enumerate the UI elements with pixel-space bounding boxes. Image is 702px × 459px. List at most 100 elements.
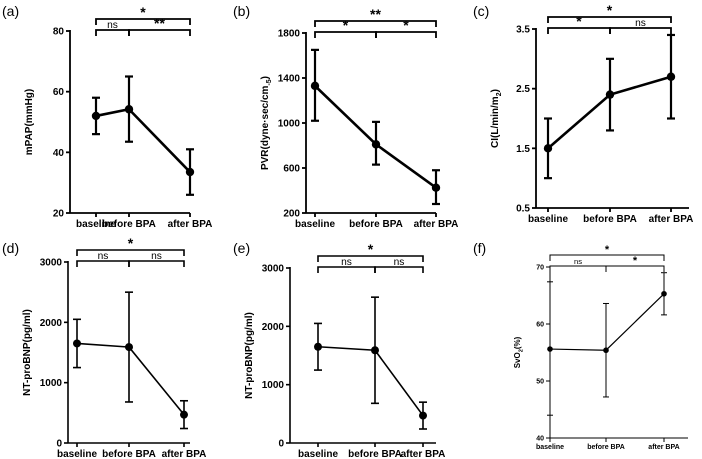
panel-label: (e) <box>233 240 250 256</box>
data-point <box>661 290 667 297</box>
x-category-label: before BPA <box>583 214 637 225</box>
significance-label: * <box>607 2 613 18</box>
panel-label: (c) <box>473 3 489 19</box>
y-tick-label: 200 <box>283 209 300 220</box>
y-tick-label: 0.5 <box>516 204 530 215</box>
x-category-label: baseline <box>57 449 97 459</box>
y-axis-label: mPAP(mmHg) <box>24 89 35 155</box>
y-axis-label-subscript: 2 <box>496 92 503 96</box>
x-category-label: baseline <box>295 219 335 230</box>
significance-bracket <box>317 255 424 262</box>
y-tick-label: 1000 <box>262 380 285 391</box>
y-axis-label-subscript: 2 <box>518 349 524 352</box>
data-point <box>185 167 195 177</box>
y-tick-label: 40 <box>536 435 544 442</box>
data-point <box>310 81 320 91</box>
y-axis-label: PVR(dyne·sec/cm-5) <box>260 76 273 170</box>
data-point <box>603 347 609 354</box>
y-axis-label: NT-proBNP(pg/ml) <box>244 312 255 399</box>
data-point <box>666 72 676 81</box>
panel-label: (a) <box>2 3 19 19</box>
x-category-label: baseline <box>76 219 116 230</box>
significance-bracket <box>314 20 437 27</box>
series-line <box>317 345 424 417</box>
y-tick-label: 600 <box>283 164 300 175</box>
y-axis-label-text: CI(L/min/m <box>490 96 501 148</box>
significance-label: * <box>368 241 374 257</box>
y-tick-label: 20 <box>53 209 65 220</box>
significance-bracket <box>95 18 191 25</box>
y-axis-label: SvO2(%) <box>513 336 524 368</box>
significance-label: * <box>576 13 582 29</box>
y-axis-label-text: SvO <box>513 352 522 368</box>
series-line <box>76 342 185 416</box>
panel-label: (b) <box>233 3 250 19</box>
significance-label: * <box>403 17 409 33</box>
significance-label: ns <box>151 251 162 262</box>
significance-label: ** <box>154 15 165 31</box>
x-category-label: after BPA <box>649 214 694 225</box>
x-category-label: before BPA <box>102 449 156 459</box>
data-point <box>314 342 322 351</box>
chart-panel-2: (b) 200 600 1000 1400 1800 PVR(dyne·sec/cm-5) b… <box>233 3 458 230</box>
y-tick-label: 50 <box>536 378 544 385</box>
significance-label: * <box>605 244 610 256</box>
data-point <box>125 343 133 352</box>
chart-panel-6: (f) 40 50 60 70 SvO2(%) baseline before BPA afte… <box>473 240 688 451</box>
y-axis-label-subscript: -5 <box>266 79 273 85</box>
y-tick-label: 1400 <box>278 74 301 85</box>
y-tick-label: 1000 <box>40 378 63 389</box>
y-tick-label: 70 <box>536 264 544 271</box>
data-point <box>180 410 188 419</box>
significance-bracket <box>76 249 185 256</box>
x-category-label: after BPA <box>401 449 446 459</box>
x-category-label: before BPA <box>349 219 403 230</box>
significance-label: * <box>128 235 134 251</box>
y-tick-label: 3.5 <box>516 25 530 36</box>
significance-label: * <box>140 4 146 20</box>
y-axis-label: CI(L/min/m2) <box>490 89 503 148</box>
chart-panel-3: (c) 0.5 1.5 2.5 3.5 CI(L/min/m2) baseline befor… <box>473 2 693 225</box>
x-category-label: before BPA <box>348 449 402 459</box>
y-tick-label: 3000 <box>40 258 63 269</box>
y-tick-label: 80 <box>53 27 65 38</box>
y-tick-label: 1000 <box>278 119 301 130</box>
x-category-label: baseline <box>528 214 568 225</box>
significance-bracket <box>549 265 607 272</box>
y-tick-label: 2000 <box>40 318 63 329</box>
significance-label: * <box>633 255 638 267</box>
significance-label: ns <box>574 257 582 266</box>
significance-label: ns <box>107 20 118 31</box>
significance-bracket <box>547 16 672 23</box>
significance-label: ns <box>635 18 646 29</box>
y-tick-label: 1.5 <box>516 144 530 155</box>
significance-bracket <box>128 260 185 267</box>
x-category-label: baseline <box>298 449 338 459</box>
data-point <box>605 90 615 99</box>
y-tick-label: 40 <box>53 148 65 159</box>
data-point <box>371 140 381 149</box>
y-tick-label: 60 <box>53 87 65 98</box>
data-point <box>547 346 553 352</box>
x-category-label: after BPA <box>648 444 679 451</box>
y-tick-label: 2000 <box>262 322 285 333</box>
y-tick-label: 0 <box>278 439 284 450</box>
panel-label: (f) <box>473 240 486 256</box>
chart-panel-4: (d) 0 1000 2000 3000 NT-proBNP(pg/ml) baseline… <box>2 235 206 459</box>
y-tick-label: 2.5 <box>516 84 530 95</box>
series-line <box>95 107 191 173</box>
significance-label: ** <box>370 6 381 22</box>
y-axis-label-text: NT-proBNP(pg/ml) <box>22 309 33 396</box>
x-category-label: after BPA <box>162 449 207 459</box>
x-category-label: before BPA <box>102 219 156 230</box>
data-point <box>419 411 427 420</box>
y-tick-label: 1800 <box>278 29 301 40</box>
x-category-label: after BPA <box>168 219 213 230</box>
data-point <box>91 111 101 121</box>
significance-bracket <box>128 29 191 36</box>
chart-panel-5: (e) 0 1000 2000 3000 NT-proBNP(pg/ml) baseline… <box>233 240 445 459</box>
significance-label: ns <box>98 251 109 262</box>
data-point <box>73 339 81 348</box>
y-tick-label: 0 <box>56 439 62 450</box>
